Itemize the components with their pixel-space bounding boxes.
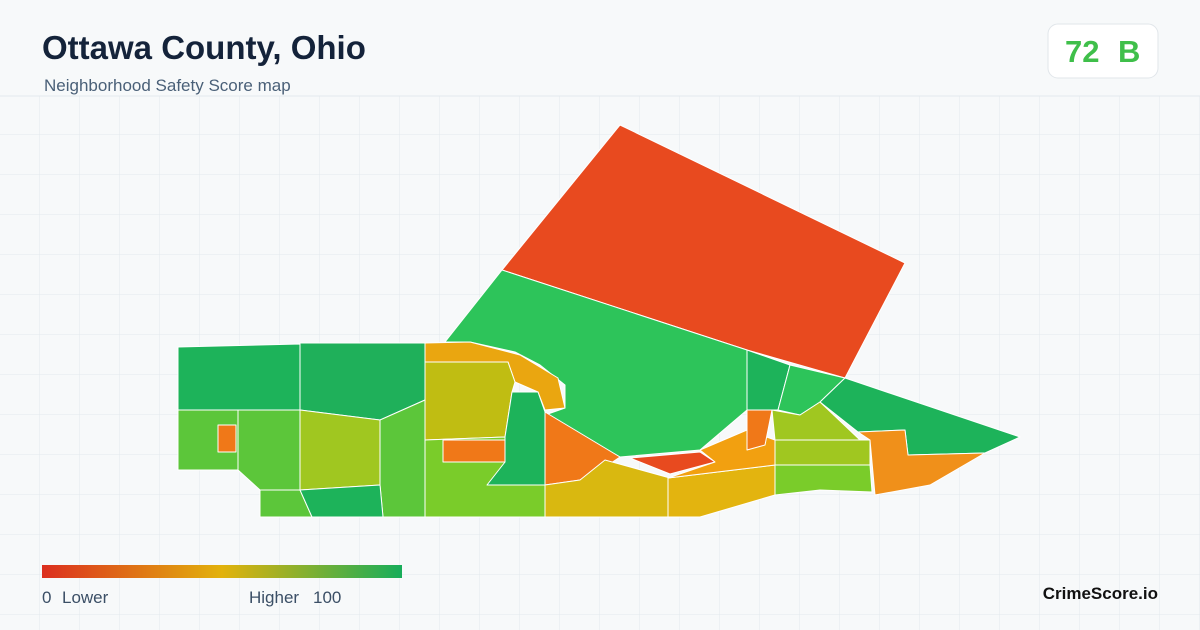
legend-max-label: Higher bbox=[249, 588, 299, 607]
legend-min: 0 bbox=[42, 588, 51, 607]
area bbox=[857, 429, 986, 496]
county-map bbox=[177, 124, 1021, 518]
legend: 0 Lower Higher 100 bbox=[42, 565, 402, 607]
area bbox=[237, 409, 301, 491]
area bbox=[774, 464, 873, 496]
score-grade: B bbox=[1118, 34, 1140, 69]
legend-gradient bbox=[42, 565, 402, 578]
area bbox=[299, 484, 384, 518]
area bbox=[774, 439, 871, 466]
brand: CrimeScore.io bbox=[1043, 584, 1158, 603]
area bbox=[442, 439, 506, 463]
area bbox=[771, 401, 861, 441]
area bbox=[299, 409, 381, 491]
subtitle: Neighborhood Safety Score map bbox=[44, 76, 291, 95]
area bbox=[379, 399, 426, 518]
area bbox=[501, 124, 906, 379]
legend-max: 100 bbox=[313, 588, 341, 607]
area bbox=[217, 424, 237, 453]
title: Ottawa County, Ohio bbox=[42, 29, 366, 66]
area bbox=[424, 361, 516, 441]
badge-box bbox=[1047, 23, 1159, 79]
score-value: 72 bbox=[1065, 34, 1099, 69]
area bbox=[177, 343, 301, 411]
legend-min-label: Lower bbox=[62, 588, 109, 607]
score-badge: 72 B bbox=[1047, 23, 1159, 79]
